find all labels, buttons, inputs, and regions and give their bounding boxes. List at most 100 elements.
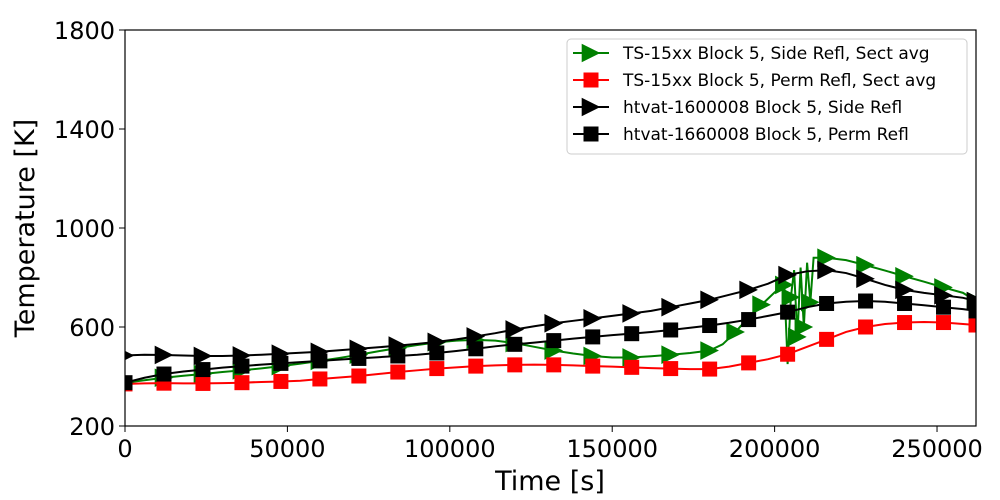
- series-3: [125, 260, 976, 366]
- legend-entry: TS-15xx Block 5, Perm Refl, Sect avg: [573, 71, 936, 91]
- series-3-point: [154, 345, 174, 365]
- series-4-point: [468, 341, 484, 357]
- series-2-point: [819, 331, 835, 347]
- legend-marker: [581, 43, 601, 63]
- series-4-point: [780, 304, 796, 320]
- series-4-point: [390, 348, 406, 364]
- legend-marker: [581, 97, 601, 117]
- legend-label: TS-15xx Block 5, Perm Refl, Sect avg: [622, 71, 936, 91]
- y-axis-label: Temperature [K]: [10, 119, 41, 338]
- series-4-point: [156, 366, 172, 382]
- series-3-point: [125, 350, 135, 361]
- series-2-point: [897, 315, 913, 331]
- x-tick-label: 200000: [729, 435, 821, 463]
- series-2-point: [741, 355, 757, 371]
- series-1-point: [817, 248, 836, 267]
- y-axis: 200 600 1000 1400 1800: [54, 17, 125, 441]
- legend-entry: htvat-1660008 Block 5, Perm Refl: [573, 125, 909, 145]
- series-1-point: [856, 255, 875, 275]
- series-3-point: [895, 280, 914, 300]
- series-1-line: [125, 256, 976, 384]
- x-tick-label: 250000: [891, 435, 983, 463]
- series-4-point: [125, 375, 133, 391]
- series-1-point: [752, 295, 771, 315]
- series-4-point: [741, 312, 757, 328]
- series-1-point: [794, 317, 814, 337]
- series-4-point: [897, 295, 913, 311]
- series-4-point: [507, 336, 523, 352]
- series-3-point: [622, 304, 642, 323]
- series-3-point: [661, 297, 680, 317]
- series-2-point: [585, 358, 601, 374]
- y-tick-label: 1000: [54, 215, 115, 243]
- series-2-point: [390, 364, 406, 380]
- series-2-point: [312, 371, 328, 387]
- series-4-point: [702, 318, 718, 334]
- legend: TS-15xx Block 5, Side Refl, Sect avg TS-1…: [566, 38, 968, 155]
- series-3-point: [778, 265, 797, 285]
- series-2-point: [968, 317, 976, 333]
- series-1-point: [781, 288, 801, 307]
- series-2-point: [351, 368, 367, 384]
- series-1-point: [788, 327, 807, 347]
- series-3-point: [544, 313, 564, 333]
- x-tick-label: 50000: [249, 435, 325, 463]
- legend-label: TS-15xx Block 5, Side Refl, Sect avg: [622, 44, 930, 64]
- series-4-point: [936, 299, 952, 315]
- series-3-point: [739, 280, 758, 300]
- legend-marker: [583, 126, 599, 142]
- series-4: [125, 293, 976, 391]
- series-4-point: [234, 358, 250, 374]
- x-tick-label: 100000: [404, 435, 496, 463]
- series-1-point: [661, 345, 680, 365]
- series-2-point: [780, 346, 796, 362]
- x-tick-label: 0: [117, 435, 132, 463]
- series-4-point: [858, 293, 874, 309]
- series-2-point: [429, 361, 445, 377]
- legend-label: htvat-1660008 Block 5, Perm Refl: [623, 125, 909, 145]
- series-3-point: [583, 309, 603, 328]
- y-tick-label: 200: [69, 413, 115, 441]
- series-2-point: [624, 359, 640, 375]
- legend-box: [566, 38, 968, 155]
- series-2-point: [702, 361, 718, 377]
- y-tick-label: 600: [69, 314, 115, 342]
- y-tick-label: 1400: [54, 116, 115, 144]
- x-tick-label: 150000: [566, 435, 658, 463]
- series-3-point: [505, 320, 525, 339]
- series-2: [125, 315, 976, 392]
- legend-entry: TS-15xx Block 5, Side Refl, Sect avg: [573, 43, 930, 64]
- series-4-point: [312, 353, 328, 369]
- series-4-point: [195, 362, 211, 378]
- series-2-point: [234, 375, 250, 391]
- series-2-point: [468, 358, 484, 374]
- series-2-point: [507, 357, 523, 373]
- series-2-point: [195, 375, 211, 391]
- series-2-point: [546, 357, 562, 373]
- series-1-point: [700, 341, 719, 360]
- series-2-point: [273, 373, 289, 389]
- legend-label: htvat-1600008 Block 5, Side Refl: [623, 98, 902, 118]
- series-1-point: [895, 266, 914, 286]
- series-4-point: [546, 333, 562, 349]
- series-3-point: [856, 269, 875, 289]
- series-4-point: [273, 355, 289, 371]
- legend-entry: htvat-1600008 Block 5, Side Refl: [573, 97, 902, 118]
- series-1-point: [726, 322, 745, 342]
- series-2-point: [936, 315, 952, 331]
- series-3-point: [193, 346, 213, 366]
- series-layer: [125, 248, 976, 392]
- series-3-point: [700, 290, 719, 310]
- series-2-point: [663, 361, 679, 377]
- series-4-point: [585, 329, 601, 345]
- series-4-point: [819, 295, 835, 311]
- series-4-point: [429, 345, 445, 361]
- series-4-point: [624, 326, 640, 342]
- series-3-point: [817, 260, 836, 280]
- series-2-point: [858, 319, 874, 335]
- series-3-point: [466, 327, 486, 346]
- series-4-point: [351, 350, 367, 366]
- series-4-point: [968, 303, 976, 319]
- x-axis-label: Time [s]: [494, 466, 605, 497]
